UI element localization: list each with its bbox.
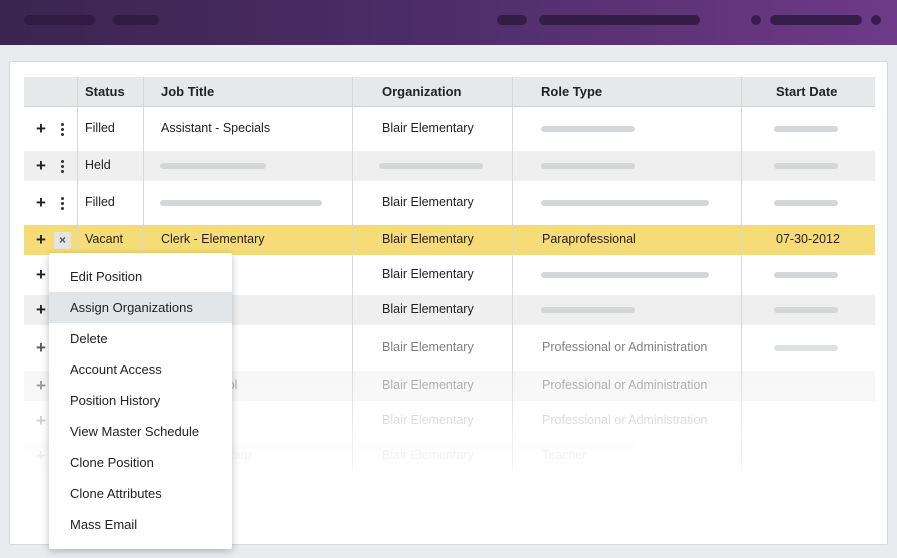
nav-dot — [751, 15, 761, 25]
loading-placeholder — [774, 307, 838, 313]
nav-placeholder — [497, 15, 527, 25]
loading-placeholder — [774, 200, 838, 206]
table-row[interactable]: + × Vacant Clerk - Elementary Blair Elementa… — [24, 225, 875, 255]
column-header-job-title[interactable]: Job Title — [161, 84, 215, 99]
loading-placeholder — [774, 345, 838, 351]
loading-placeholder — [379, 163, 483, 169]
cell-status: Vacant — [85, 232, 123, 246]
cell-organization: Blair Elementary — [382, 121, 474, 135]
loading-placeholder — [541, 307, 635, 313]
menu-item-clone-attributes[interactable]: Clone Attributes — [70, 486, 162, 501]
add-icon[interactable]: + — [36, 446, 46, 465]
add-icon[interactable]: + — [36, 265, 46, 284]
loading-placeholder — [774, 163, 838, 169]
menu-item-clone-position[interactable]: Clone Position — [70, 455, 154, 470]
cell-organization: Blair Elementary — [382, 413, 474, 427]
add-icon[interactable]: + — [36, 230, 46, 249]
add-icon[interactable]: + — [36, 376, 46, 395]
add-icon[interactable]: + — [36, 411, 46, 430]
kebab-menu-icon[interactable] — [61, 123, 64, 138]
nav-placeholder — [24, 15, 95, 25]
add-icon[interactable]: + — [36, 193, 46, 212]
cell-organization: Blair Elementary — [382, 267, 474, 281]
top-navigation-bar — [0, 0, 897, 45]
menu-item-assign-organizations[interactable]: Assign Organizations — [49, 292, 232, 323]
cell-organization: Blair Elementary — [382, 340, 474, 354]
cell-role-type: Professional or Administration — [542, 378, 708, 392]
cell-job-title: Assistant - Specials — [161, 121, 271, 135]
loading-placeholder — [774, 126, 838, 132]
column-header-start-date[interactable]: Start Date — [776, 84, 838, 99]
add-icon[interactable]: + — [36, 338, 46, 357]
table-row[interactable]: + Held — [24, 151, 875, 181]
cell-status: Filled — [85, 121, 115, 135]
cell-role-type: Professional or Administration — [542, 340, 708, 354]
loading-placeholder — [160, 163, 266, 169]
table-row[interactable]: + Filled Assistant - Specials Blair Element… — [24, 107, 875, 151]
loading-placeholder — [541, 163, 635, 169]
menu-item-delete[interactable]: Delete — [70, 331, 108, 346]
column-header-role-type[interactable]: Role Type — [541, 84, 603, 99]
cell-start-date: 07-30-2012 — [776, 232, 840, 246]
loading-placeholder — [774, 272, 838, 278]
cell-status: Held — [85, 158, 111, 172]
nav-placeholder — [539, 15, 700, 25]
nav-placeholder — [770, 15, 862, 25]
add-icon[interactable]: + — [36, 119, 46, 138]
nav-dot — [871, 15, 881, 25]
menu-item-mass-email[interactable]: Mass Email — [70, 517, 138, 532]
table-header: Status Job Title Organization Role Type … — [24, 77, 875, 107]
loading-placeholder — [541, 126, 635, 132]
column-header-status[interactable]: Status — [85, 84, 125, 99]
cell-organization: Blair Elementary — [382, 195, 474, 209]
loading-placeholder — [160, 200, 322, 206]
kebab-menu-icon[interactable] — [61, 197, 64, 212]
position-actions-menu: Edit Position Assign Organizations Delete A… — [49, 253, 232, 549]
close-menu-icon[interactable]: × — [54, 231, 71, 249]
cell-role-type: Teacher — [542, 448, 587, 462]
cell-organization: Blair Elementary — [382, 448, 474, 462]
add-icon[interactable]: + — [36, 156, 46, 175]
column-divider — [512, 77, 513, 471]
kebab-menu-icon[interactable] — [61, 160, 64, 175]
cell-organization: Blair Elementary — [382, 232, 474, 246]
cell-role-type: Professional or Administration — [542, 413, 708, 427]
column-divider — [741, 77, 742, 471]
column-divider — [352, 77, 353, 471]
menu-item-account-access[interactable]: Account Access — [70, 362, 162, 377]
add-icon[interactable]: + — [36, 300, 46, 319]
cell-job-title: Clerk - Elementary — [161, 232, 265, 246]
cell-organization: Blair Elementary — [382, 378, 474, 392]
column-header-organization[interactable]: Organization — [382, 84, 462, 99]
cell-organization: Blair Elementary — [382, 302, 474, 316]
menu-item-view-master-schedule[interactable]: View Master Schedule — [70, 424, 200, 439]
cell-status: Filled — [85, 195, 115, 209]
loading-placeholder — [541, 200, 709, 206]
loading-placeholder — [541, 272, 709, 278]
table-row[interactable]: + Filled Blair Elementary — [24, 181, 875, 225]
menu-item-edit-position[interactable]: Edit Position — [70, 269, 143, 284]
menu-item-position-history[interactable]: Position History — [70, 393, 161, 408]
nav-placeholder — [113, 15, 159, 25]
cell-role-type: Paraprofessional — [542, 232, 636, 246]
